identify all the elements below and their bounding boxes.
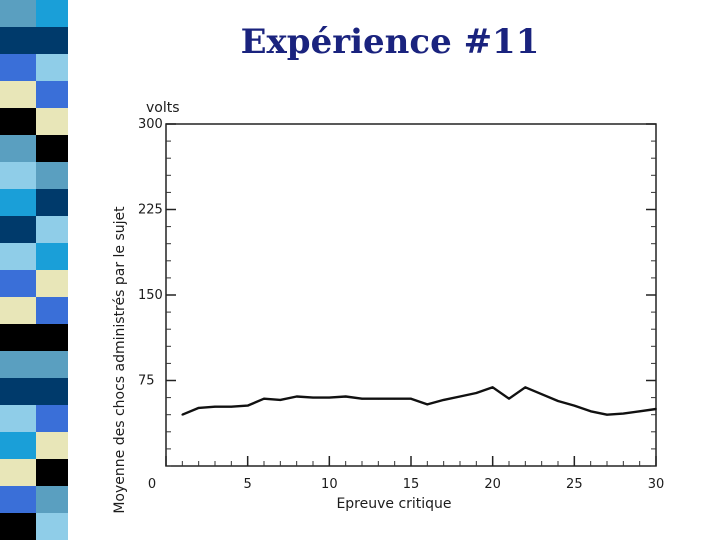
plot-area: 75 150 225 300 0 5 10 15 20 25 30: [138, 117, 664, 492]
stripe-left: [0, 351, 36, 379]
data-point: [459, 395, 461, 398]
data-point: [655, 408, 657, 410]
stripe-right: [36, 243, 68, 271]
data-point: [589, 410, 592, 413]
stripe-right: [36, 162, 68, 190]
data-point: [622, 412, 625, 415]
stripe-right: [36, 108, 68, 136]
data-point: [377, 397, 380, 400]
stripe-left: [0, 162, 36, 190]
y-axis-label: Moyenne des chocs administrés par le suj…: [112, 206, 128, 514]
stripe-left: [0, 189, 36, 217]
stripe-right: [36, 0, 68, 28]
stripe-left: [0, 378, 36, 406]
stripe-left: [0, 81, 36, 109]
y-tick-label: 225: [138, 203, 163, 218]
stripe-right: [36, 513, 68, 540]
data-point: [230, 405, 233, 408]
stripe-right: [36, 216, 68, 244]
data-point: [442, 399, 445, 401]
stripe-left: [0, 243, 36, 271]
data-point: [328, 396, 331, 399]
data-point: [508, 397, 510, 400]
x-tick-label: 10: [321, 477, 338, 492]
stripe-left: [0, 0, 36, 28]
stripe-left: [0, 324, 36, 352]
decorative-stripe-bar: [0, 0, 68, 540]
stripe-right: [36, 27, 68, 55]
stripe-left: [0, 135, 36, 163]
data-point: [181, 413, 184, 416]
data-point: [426, 403, 429, 406]
stripe-left: [0, 432, 36, 460]
x-tick-label: 0: [148, 477, 156, 492]
data-point: [263, 397, 265, 400]
slide-title: Expérience #11: [240, 22, 540, 62]
stripe-left: [0, 405, 36, 433]
stripe-left: [0, 108, 36, 136]
stripe-left: [0, 216, 36, 244]
data-point: [361, 397, 363, 400]
data-point: [410, 397, 412, 400]
stripe-left: [0, 459, 36, 487]
x-axis-label: Epreuve critique: [336, 496, 451, 512]
stripe-right: [36, 81, 68, 109]
stripe-right: [36, 459, 68, 487]
stripe-pattern: [0, 0, 68, 540]
stripe-right: [36, 324, 68, 352]
x-tick-label: 30: [648, 477, 665, 492]
stripe-right: [36, 351, 68, 379]
data-point: [312, 396, 314, 399]
x-tick-label: 20: [484, 477, 501, 492]
plot-frame: [165, 123, 657, 467]
data-point: [524, 386, 527, 389]
data-point: [491, 386, 494, 389]
x-tick-label: 5: [244, 477, 252, 492]
data-point: [246, 404, 249, 407]
data-point: [540, 393, 543, 396]
stripe-left: [0, 297, 36, 325]
stripe-right: [36, 378, 68, 406]
stripe-right: [36, 135, 68, 163]
stripe-right: [36, 405, 68, 433]
y-tick-label: 75: [138, 374, 155, 389]
stripe-right: [36, 432, 68, 460]
data-point: [557, 400, 559, 402]
x-tick-label: 25: [566, 477, 583, 492]
stripe-right: [36, 270, 68, 298]
stripe-left: [0, 27, 36, 55]
stripe-right: [36, 297, 68, 325]
stripe-left: [0, 270, 36, 298]
stripe-left: [0, 513, 36, 540]
data-point: [344, 395, 347, 398]
stripe-right: [36, 486, 68, 514]
y-axis-unit: volts: [146, 100, 180, 116]
stripe-left: [0, 486, 36, 514]
data-point: [214, 405, 216, 408]
data-point: [197, 407, 200, 409]
stripe-left: [0, 54, 36, 82]
series-line: [181, 386, 657, 416]
x-tick-label: 15: [403, 477, 420, 492]
line-chart: Moyenne des chocs administrés par le suj…: [112, 100, 664, 514]
data-point: [279, 399, 282, 401]
stripe-right: [36, 189, 68, 217]
y-tick-label: 300: [138, 117, 163, 132]
y-tick-label: 150: [138, 288, 163, 303]
data-point: [573, 404, 576, 407]
data-point: [393, 397, 396, 400]
data-point: [638, 410, 641, 413]
data-point: [475, 392, 478, 394]
stripe-right: [36, 54, 68, 82]
data-point: [295, 395, 298, 398]
data-point: [606, 413, 608, 416]
